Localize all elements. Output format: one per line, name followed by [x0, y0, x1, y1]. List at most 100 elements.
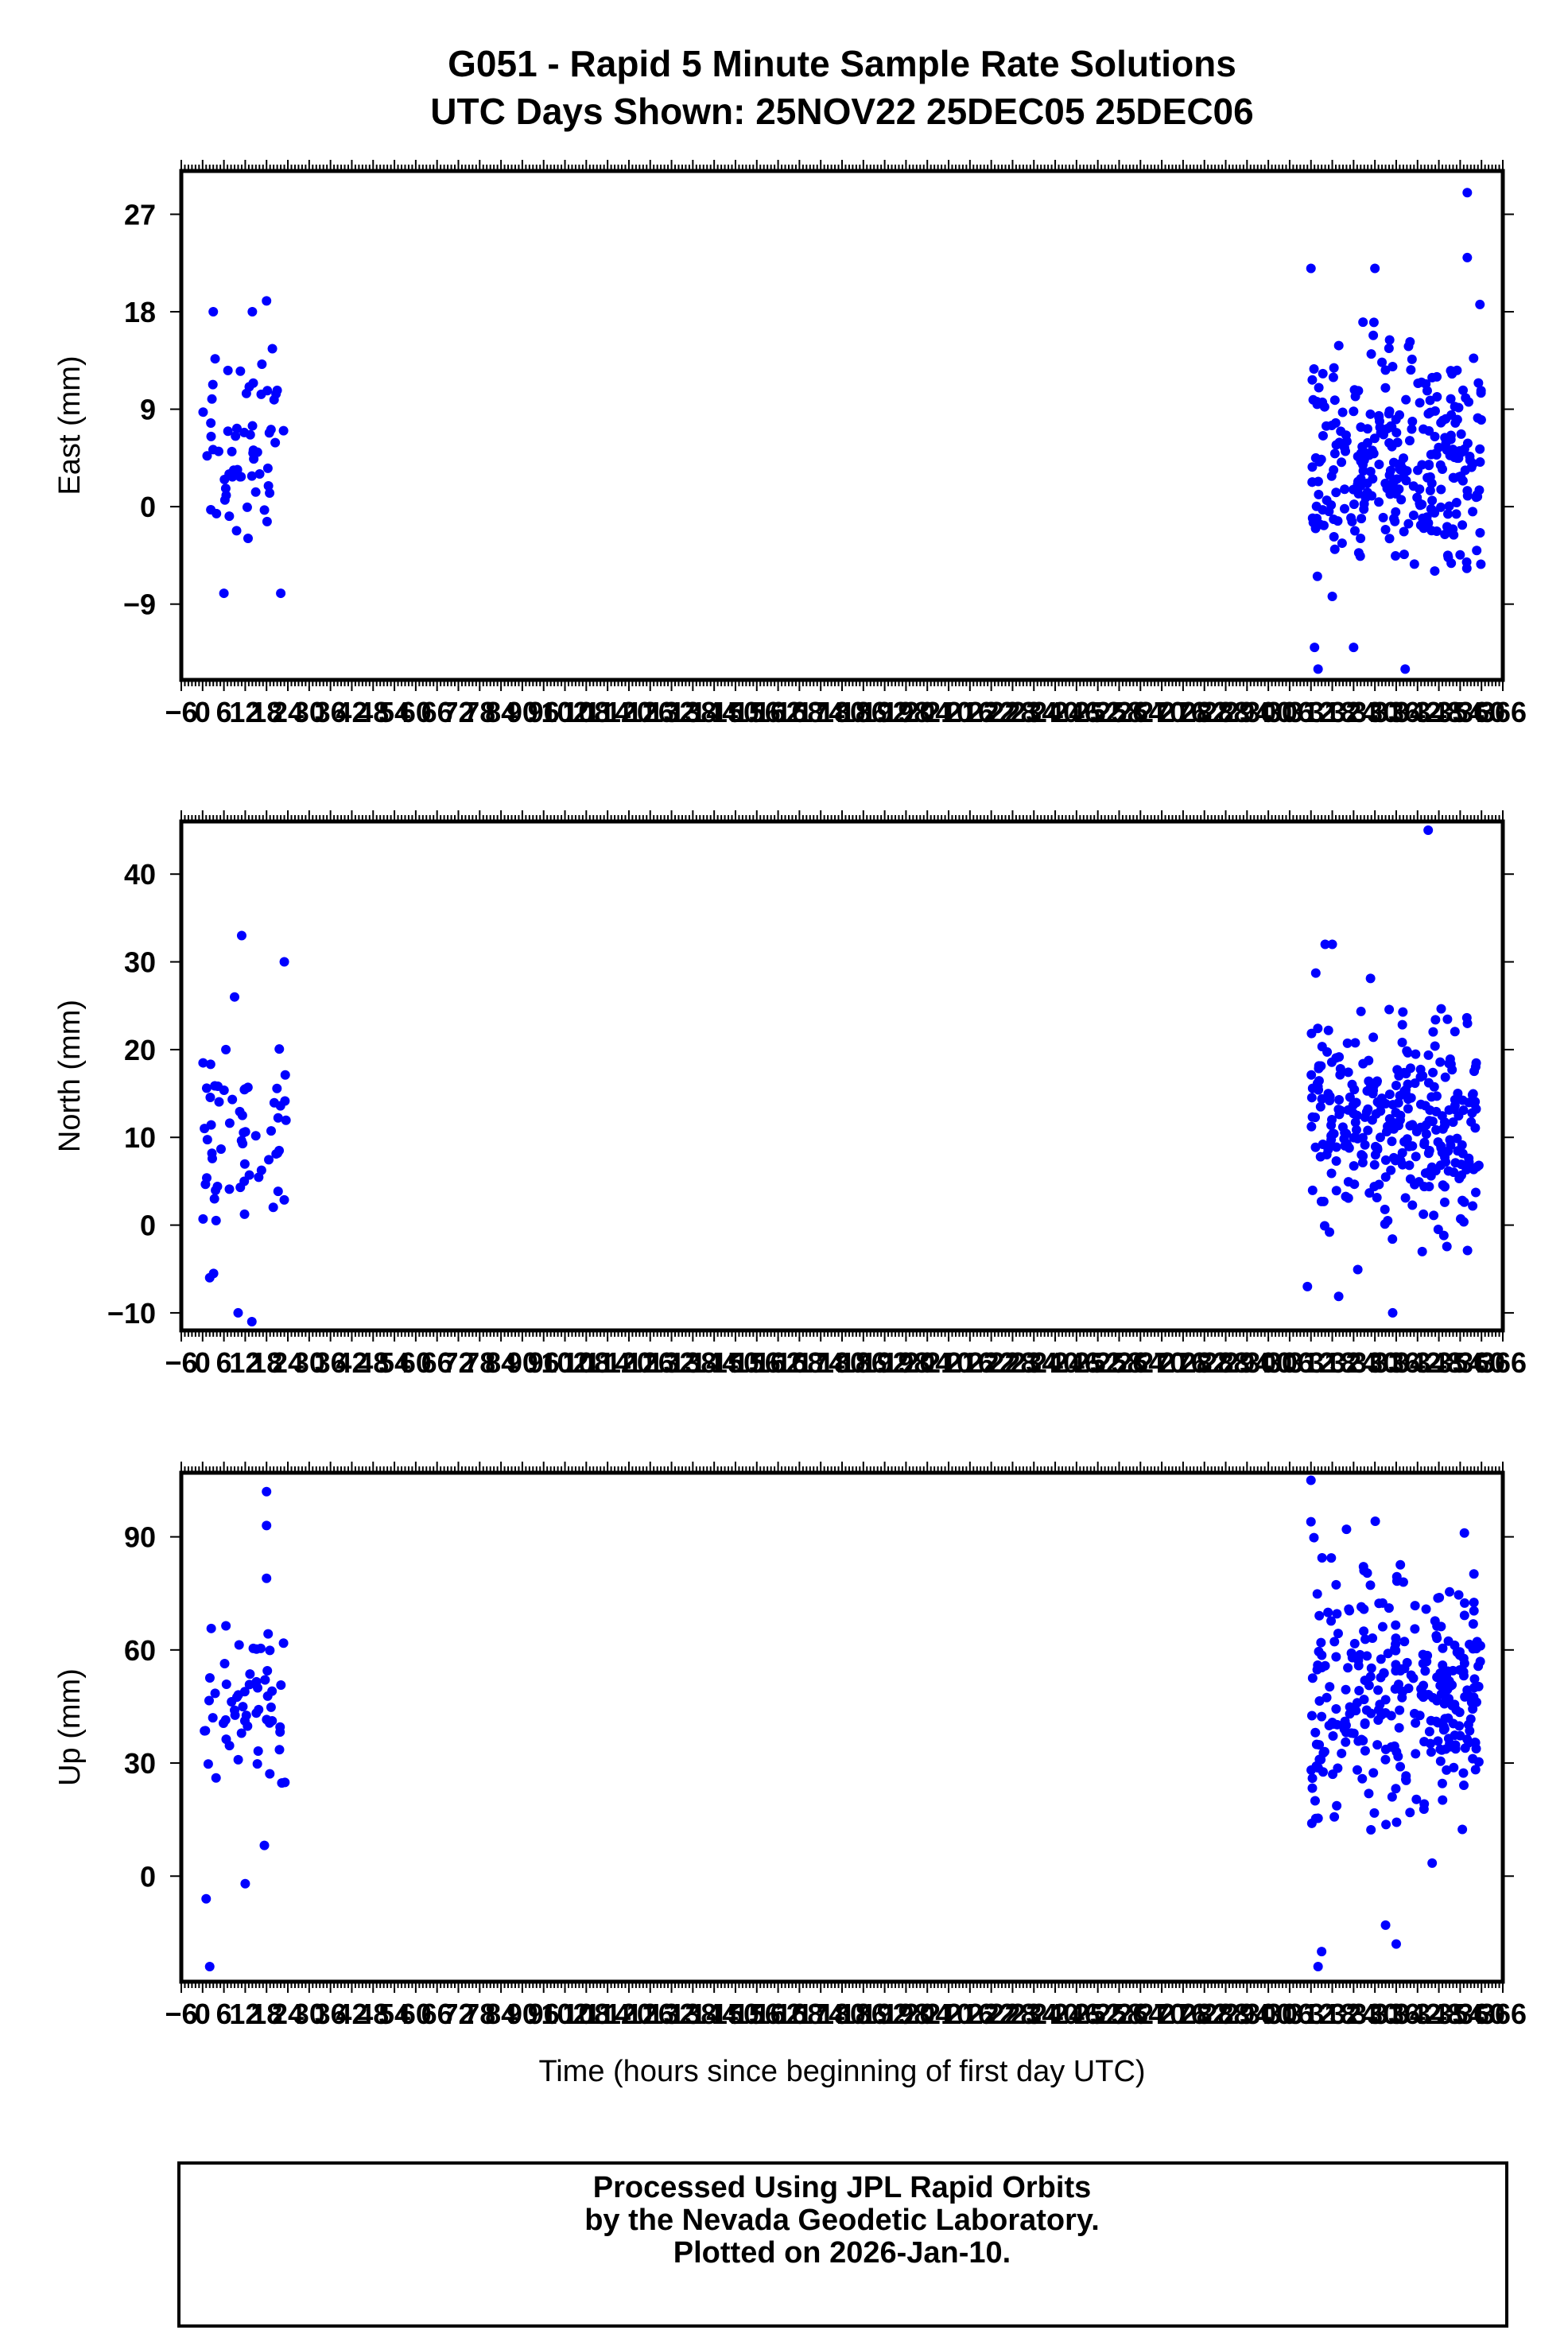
x-tick-label: 84	[485, 696, 517, 728]
data-point	[223, 365, 233, 375]
x-tick-label: 78	[464, 696, 495, 728]
data-point	[1404, 1160, 1415, 1171]
x-tick-label: 366	[1479, 696, 1527, 728]
data-point	[1346, 513, 1356, 523]
x-tick-label: 234	[1010, 1346, 1058, 1379]
x-tick-label: 306	[1266, 696, 1314, 728]
data-point	[1399, 453, 1409, 464]
data-point	[1357, 1158, 1368, 1168]
data-point	[278, 1638, 289, 1648]
x-tick-label: 306	[1266, 1998, 1314, 2030]
data-point	[210, 1688, 220, 1699]
data-point	[1326, 471, 1337, 481]
x-tick-label: 288	[1201, 1998, 1249, 2030]
x-tick-label: 330	[1351, 1346, 1399, 1379]
data-point	[1359, 504, 1369, 515]
data-point	[1306, 1121, 1317, 1132]
y-tick-label: 40	[124, 858, 156, 891]
x-tick-label: 258	[1095, 1346, 1143, 1379]
data-point	[1458, 385, 1469, 395]
data-point	[1319, 1221, 1329, 1231]
data-point	[1327, 1717, 1337, 1727]
data-point	[1400, 1193, 1411, 1203]
data-point	[1462, 438, 1473, 449]
data-point	[1445, 1135, 1455, 1145]
data-point	[1470, 1765, 1481, 1775]
data-point	[219, 1659, 230, 1669]
data-point	[1362, 1568, 1372, 1579]
data-point	[250, 1131, 261, 1141]
data-point	[1423, 1050, 1434, 1060]
data-point	[1337, 407, 1348, 417]
x-tick-label: 144	[690, 696, 738, 728]
data-point	[1395, 410, 1405, 420]
x-tick-label: 216	[946, 1998, 994, 2030]
data-point	[1330, 417, 1341, 428]
data-point	[1430, 1015, 1441, 1025]
data-point	[1454, 1647, 1465, 1657]
data-point	[1310, 1727, 1321, 1738]
data-point	[1408, 1673, 1419, 1683]
data-point	[1326, 1168, 1337, 1179]
data-point	[1372, 1097, 1383, 1107]
data-point	[1415, 484, 1425, 495]
data-point	[211, 1215, 221, 1225]
data-point	[1438, 1660, 1448, 1670]
data-point	[1331, 1704, 1341, 1714]
data-point	[1346, 1648, 1356, 1658]
data-point	[1468, 507, 1478, 517]
x-tick-label: 24	[272, 1998, 304, 2030]
x-tick-label: 258	[1095, 696, 1143, 728]
data-point	[1424, 1726, 1434, 1737]
data-point	[1459, 1598, 1469, 1608]
data-point	[1470, 1738, 1481, 1748]
data-point	[268, 1202, 278, 1213]
data-point	[1349, 1728, 1359, 1738]
data-point	[1391, 1576, 1402, 1586]
x-tick-label: 348	[1415, 1346, 1463, 1379]
data-point	[1396, 495, 1407, 505]
data-point	[1417, 460, 1427, 470]
x-tick-label: 66	[421, 1998, 453, 2030]
data-point	[1362, 437, 1372, 448]
data-point	[212, 508, 222, 518]
data-point	[1469, 1164, 1479, 1175]
x-tick-label: 264	[1116, 1346, 1164, 1379]
x-tick-label: 180	[818, 1998, 866, 2030]
x-tick-label: 96	[528, 696, 560, 728]
data-point	[224, 1184, 235, 1194]
data-point	[1353, 548, 1364, 558]
x-tick-label: 354	[1436, 1346, 1484, 1379]
data-point	[1368, 317, 1379, 328]
x-tick-label: 90	[506, 696, 538, 728]
data-point	[205, 1059, 215, 1070]
footer-box	[177, 2161, 1508, 2328]
x-tick-label: 276	[1159, 1998, 1207, 2030]
data-point	[1323, 1607, 1333, 1617]
data-point	[1351, 1124, 1361, 1135]
data-point	[1310, 1796, 1320, 1806]
data-point	[1384, 438, 1395, 449]
data-point	[276, 1680, 286, 1690]
data-point	[1410, 1179, 1420, 1190]
y-tick-label: 9	[140, 394, 156, 426]
data-point	[1364, 1055, 1374, 1066]
data-point	[1341, 1720, 1351, 1730]
data-point	[1329, 363, 1339, 373]
x-tick-label: 360	[1457, 696, 1505, 728]
data-point	[221, 1621, 231, 1631]
data-point	[1328, 1731, 1338, 1742]
data-point	[1366, 1663, 1376, 1673]
x-tick-label: 216	[946, 1346, 994, 1379]
data-point	[1434, 1592, 1445, 1602]
x-tick-label: 48	[357, 696, 389, 728]
data-point	[1366, 1708, 1376, 1718]
data-point	[1397, 1037, 1407, 1047]
data-point	[219, 588, 229, 599]
x-tick-label: 0	[195, 1346, 211, 1379]
data-point	[1438, 1180, 1448, 1190]
data-point	[219, 1085, 229, 1095]
data-point	[1350, 1038, 1360, 1048]
data-point	[1329, 449, 1340, 459]
data-point	[1381, 1127, 1391, 1137]
